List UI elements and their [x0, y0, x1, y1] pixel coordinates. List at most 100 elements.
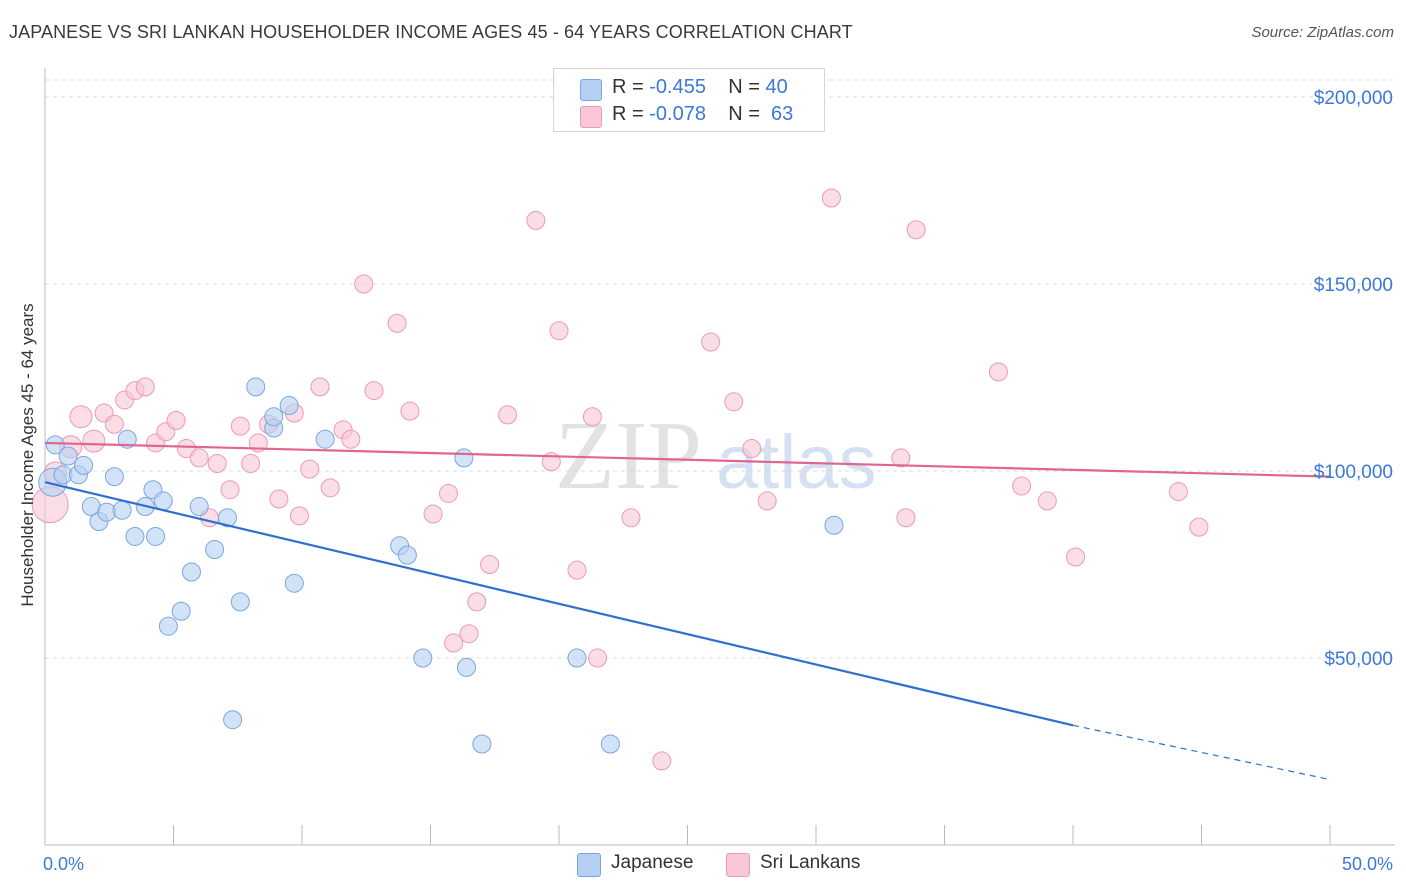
y-tick-label-3: $200,000: [1314, 88, 1393, 109]
srilankan-point-59: [1037, 491, 1057, 511]
srilankan-points: [31, 188, 1209, 771]
japanese-point-39: [824, 515, 844, 535]
y-tick-label-0: $50,000: [1324, 649, 1393, 670]
srilankan-point-24: [289, 506, 309, 526]
srilankan-point-60: [1066, 547, 1086, 567]
srilankan-point-33: [400, 401, 420, 421]
srilankan-point-57: [988, 362, 1008, 382]
srilankan-point-4: [82, 429, 106, 453]
srilankan-point-29: [341, 429, 361, 449]
japanese-point-11: [117, 429, 137, 449]
srilankan-point-14: [189, 448, 209, 468]
srilankan-point-50: [724, 392, 744, 412]
japanese-trend-extension: [1072, 724, 1331, 781]
srilankan-point-32: [387, 313, 407, 333]
srilankan-point-41: [526, 210, 546, 230]
legend-n-value-japanese: 40: [765, 76, 788, 98]
japanese-point-9: [104, 467, 124, 487]
y-tick-label-2: $150,000: [1314, 275, 1393, 296]
srilankan-point-12: [166, 411, 186, 431]
bottom-legend-label-srilankan: Sri Lankans: [760, 852, 861, 873]
legend-swatch-srilankan: [580, 106, 602, 128]
srilankan-point-51: [742, 439, 762, 459]
japanese-point-22: [217, 508, 237, 528]
japanese-point-29: [284, 573, 304, 593]
srilankan-point-40: [498, 405, 518, 425]
srilankan-point-46: [588, 648, 608, 668]
srilankan-point-16: [207, 454, 227, 474]
x-tick-label-end: 50.0%: [1342, 854, 1393, 874]
japanese-point-27: [264, 407, 284, 427]
legend-r-label: R =: [612, 103, 644, 125]
srilankan-point-6: [104, 414, 124, 434]
srilankan-point-44: [567, 560, 587, 580]
bottom-legend-swatch-srilankan: [726, 853, 750, 877]
srilankan-point-34: [423, 504, 443, 524]
srilankan-point-13: [176, 439, 196, 459]
srilankan-point-35: [438, 483, 458, 503]
japanese-point-37: [567, 648, 587, 668]
bottom-legend-label-japanese: Japanese: [611, 852, 694, 873]
srilankan-point-26: [310, 377, 330, 397]
legend-r-value-japanese: -0.455: [649, 76, 706, 98]
srilankan-point-17: [220, 480, 240, 500]
srilankan-point-30: [354, 274, 374, 294]
japanese-point-34: [454, 448, 474, 468]
legend-n-label: N =: [728, 76, 760, 98]
japanese-point-21: [205, 540, 225, 560]
y-tick-labels: $50,000 $100,000 $150,000 $200,000: [1314, 88, 1393, 670]
y-tick-label-1: $100,000: [1314, 462, 1393, 483]
legend-r-value-srilankan: -0.078: [649, 103, 706, 125]
srilankan-point-54: [891, 448, 911, 468]
japanese-point-1: [45, 435, 65, 455]
japanese-point-12: [125, 526, 145, 546]
legend-n-value-srilankan: 63: [771, 103, 794, 125]
source-label: Source: ZipAtlas.com: [1251, 24, 1394, 41]
srilankan-point-36: [444, 633, 464, 653]
axes: [44, 68, 1395, 846]
y-axis-label: Householder Income Ages 45 - 64 years: [18, 303, 37, 607]
legend-n-label: N =: [728, 103, 760, 125]
japanese-point-17: [158, 616, 178, 636]
srilankan-point-56: [906, 220, 926, 240]
japanese-trend-line: [44, 481, 1074, 727]
srilankan-point-38: [467, 592, 487, 612]
trend-lines: [44, 441, 1331, 781]
japanese-point-16: [153, 491, 173, 511]
japanese-point-10: [112, 500, 132, 520]
srilankan-point-55: [896, 508, 916, 528]
srilankan-point-43: [549, 321, 569, 341]
correlation-legend: R = -0.455 N = 40 R = -0.078 N = 63: [553, 68, 825, 132]
japanese-point-28: [279, 396, 299, 416]
srilankan-point-18: [230, 416, 250, 436]
srilankan-point-3: [69, 405, 93, 429]
srilankan-point-62: [1189, 517, 1209, 537]
srilankan-point-61: [1168, 482, 1188, 502]
srilankan-point-52: [757, 491, 777, 511]
srilankan-point-22: [269, 489, 289, 509]
japanese-point-36: [472, 734, 492, 754]
chart-title: JAPANESE VS SRI LANKAN HOUSEHOLDER INCOM…: [9, 22, 853, 42]
srilankan-point-25: [300, 459, 320, 479]
japanese-points: [38, 377, 844, 754]
srilankan-point-49: [701, 332, 721, 352]
japanese-point-19: [181, 562, 201, 582]
watermark: ZIP atlas: [555, 402, 877, 510]
japanese-point-33: [413, 648, 433, 668]
srilankan-point-47: [621, 508, 641, 528]
srilankan-trend-line: [44, 441, 1331, 478]
x-tick-labels: 0.0% 50.0%: [43, 854, 1393, 874]
japanese-point-23: [223, 710, 243, 730]
legend-r-label: R =: [612, 76, 644, 98]
japanese-point-32: [397, 545, 417, 565]
japanese-point-25: [246, 377, 266, 397]
japanese-point-15: [146, 526, 166, 546]
srilankan-point-58: [1012, 476, 1032, 496]
japanese-point-20: [189, 497, 209, 517]
japanese-point-24: [230, 592, 250, 612]
srilankan-point-19: [241, 454, 261, 474]
srilankan-point-53: [821, 188, 841, 208]
srilankan-point-37: [459, 624, 479, 644]
bottom-legend-swatch-japanese: [577, 853, 601, 877]
japanese-point-30: [315, 429, 335, 449]
